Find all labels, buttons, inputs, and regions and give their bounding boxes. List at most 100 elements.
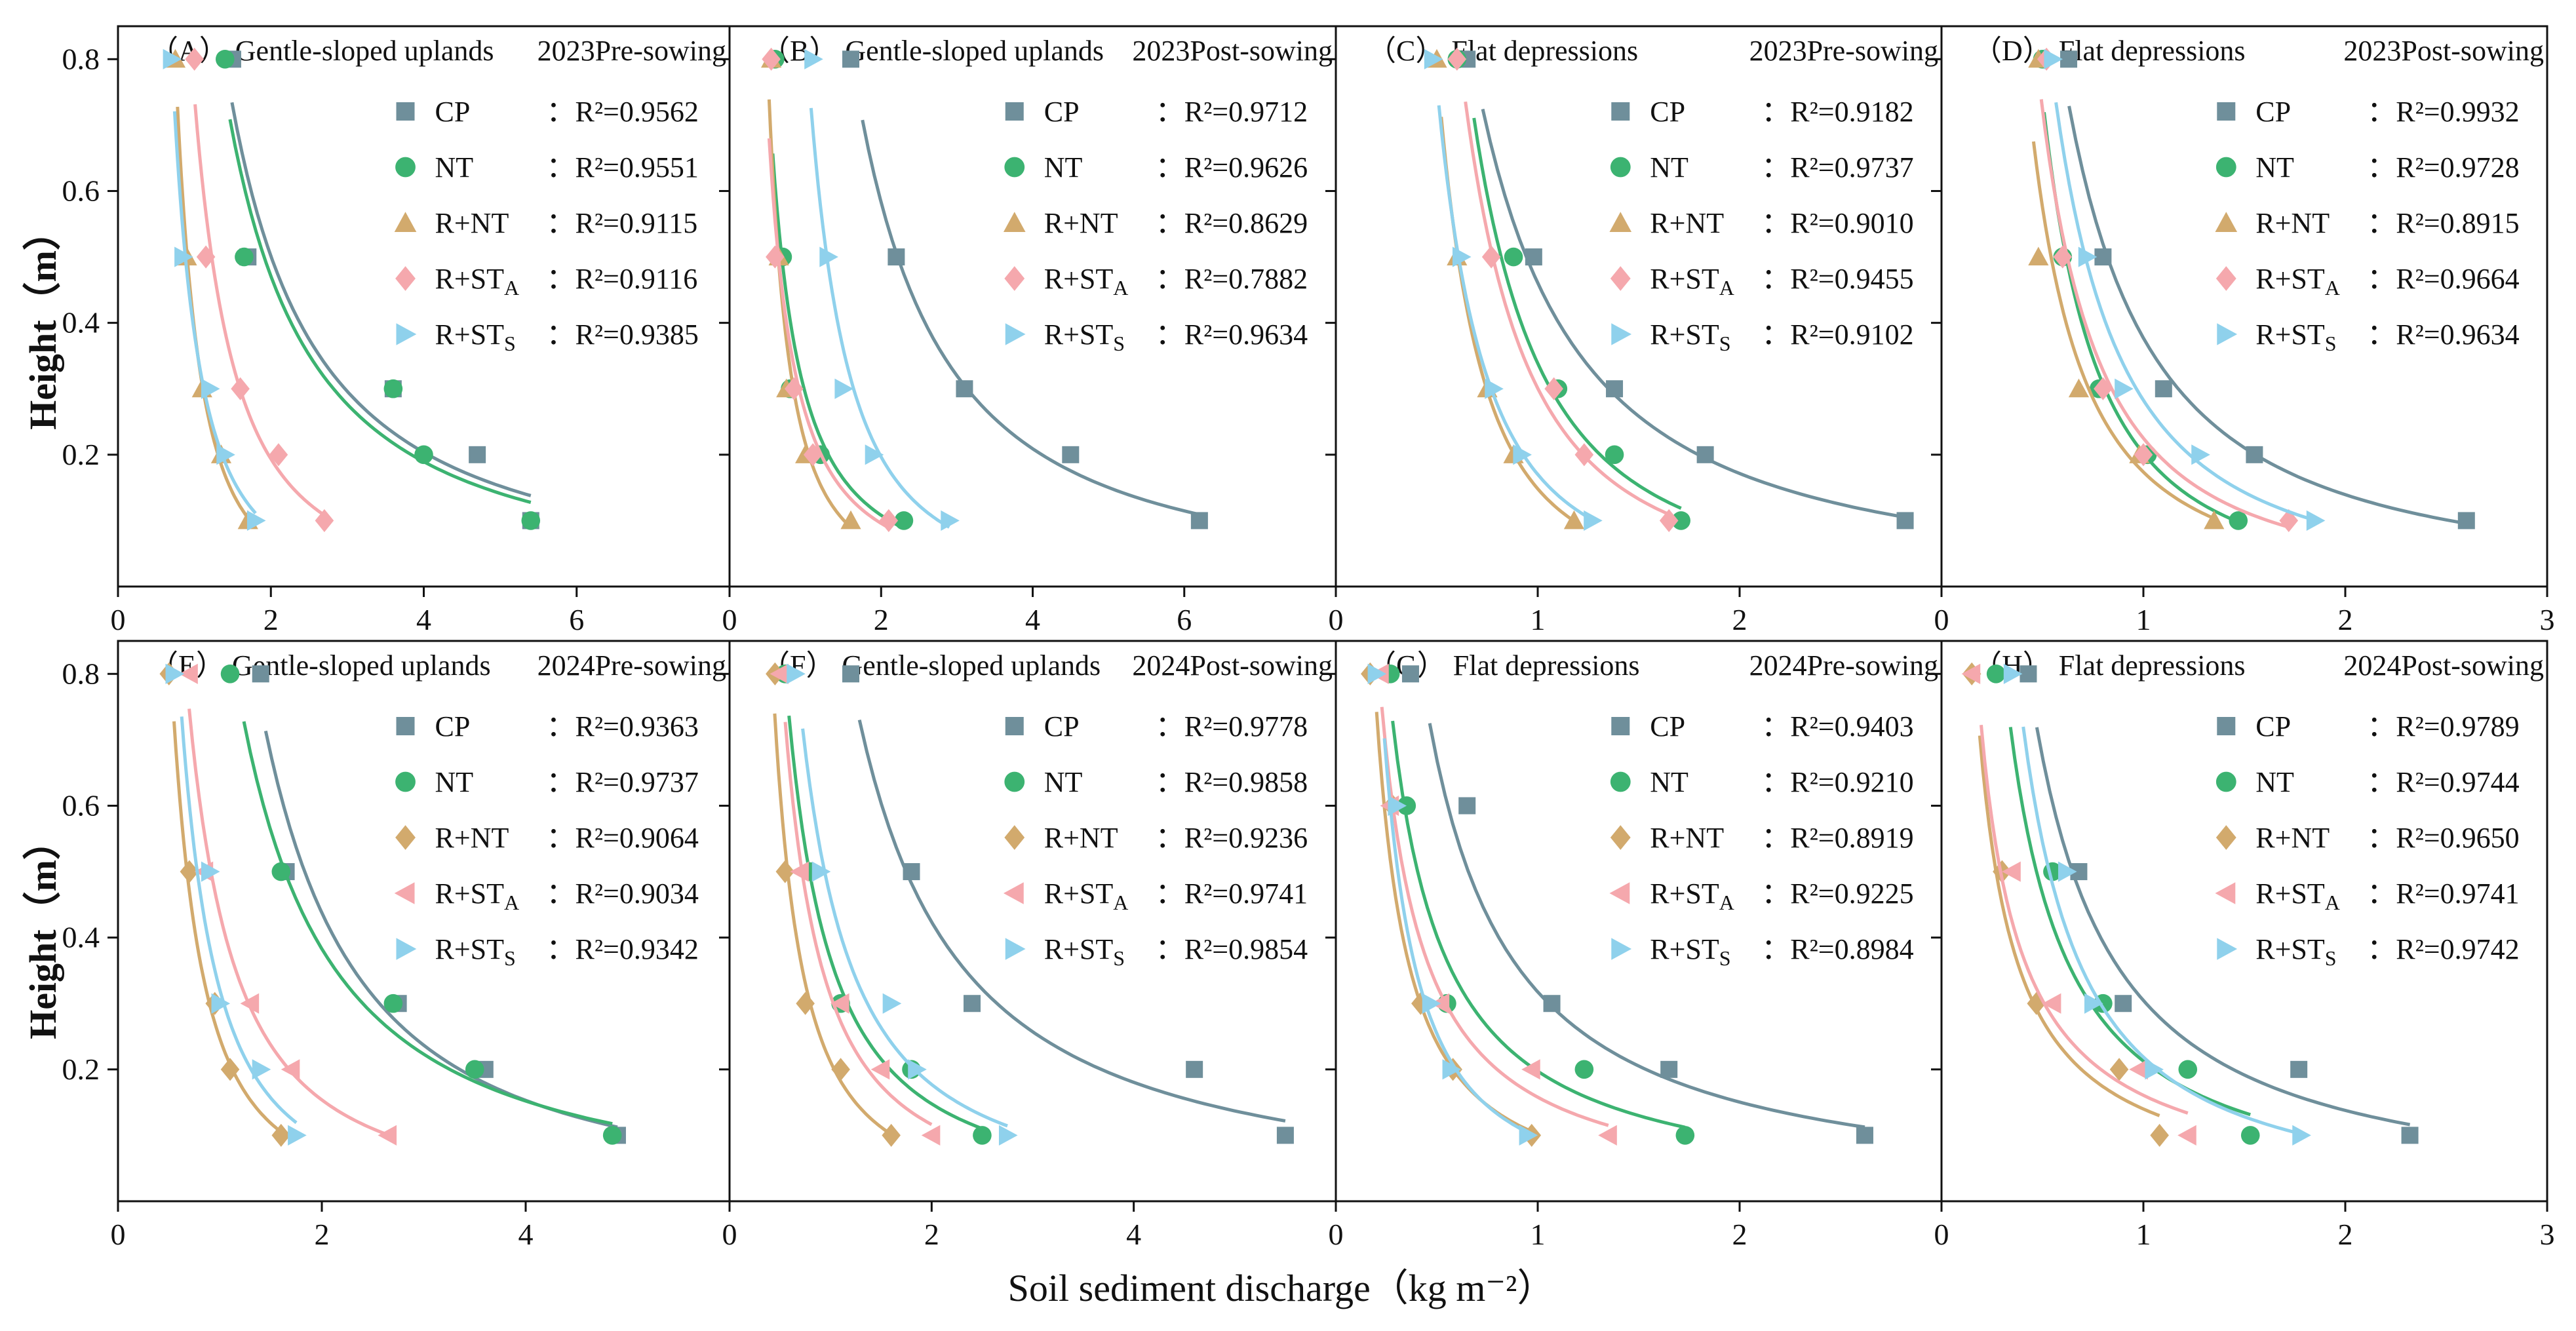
x-tick-label: 4: [416, 603, 431, 636]
legend-r2: ：R²=0.8915: [2367, 207, 2519, 239]
legend-marker: [2215, 266, 2236, 291]
legend-r2: ：R²=0.9116: [547, 263, 698, 295]
data-point-cp: [1062, 446, 1080, 463]
legend-label: R+NT: [1044, 822, 1118, 854]
legend-marker: [1610, 266, 1631, 291]
fit-curve-r-sts: [801, 728, 1008, 1128]
y-tick-label: 0.8: [62, 42, 100, 75]
data-point-cp: [1190, 512, 1208, 530]
data-point-nt: [383, 379, 403, 398]
fit-curve-r-sts: [2054, 102, 2316, 522]
data-point-r-nt: [840, 510, 861, 530]
legend-label: R+STA: [1044, 263, 1129, 299]
legend-r2: ：R²=0.9210: [1761, 766, 1913, 798]
fit-curve-r-sts: [1437, 105, 1593, 522]
fit-curve-r-sta: [2039, 99, 2290, 529]
panel-period: 2023Post-sowing: [1132, 35, 1333, 67]
data-point-r-sta: [1481, 245, 1501, 269]
panel-period: 2023Pre-sowing: [537, 35, 726, 67]
legend-marker: [1005, 102, 1024, 121]
data-point-r-sts: [2115, 378, 2134, 399]
y-tick-label: 0.4: [62, 306, 100, 339]
data-point-r-nt: [180, 860, 199, 883]
data-point-r-sts: [174, 246, 193, 267]
legend-label: CP: [2255, 96, 2291, 128]
legend-r2: ：R²=0.9737: [1761, 151, 1913, 183]
legend-label: R+STA: [435, 878, 520, 914]
data-point-r-sts: [1424, 48, 1443, 69]
data-point-cp: [1856, 1127, 1873, 1144]
legend-r2: ：R²=0.9102: [1761, 318, 1913, 351]
legend-label: CP: [1650, 96, 1685, 128]
panel-b: 0 2 4 6 （B） Gentle-sloped uplands 2023Post-so…: [719, 25, 1337, 636]
x-tick-label: 2: [874, 603, 889, 636]
legend-label: R+STS: [2255, 933, 2336, 970]
fit-curve-r-sta: [193, 104, 326, 517]
x-tick-label: 0: [722, 603, 737, 636]
fit-curve-cp: [230, 102, 532, 497]
data-point-r-sts: [2145, 1059, 2164, 1080]
data-point-nt: [414, 445, 433, 465]
legend-label: R+NT: [435, 822, 509, 854]
data-point-r-sta: [1574, 443, 1594, 467]
legend-marker: [1610, 157, 1631, 178]
data-point-nt: [1986, 664, 2006, 684]
data-point-r-nt: [2109, 1058, 2129, 1081]
data-point-cp: [252, 665, 269, 683]
x-tick-label: 0: [1329, 1218, 1344, 1251]
data-point-nt: [220, 664, 240, 684]
data-point-r-sta: [378, 1125, 397, 1146]
legend-label: CP: [1044, 710, 1080, 743]
x-tick-label: 1: [2136, 603, 2151, 636]
legend-label: R+STS: [1650, 318, 1730, 355]
legend-marker: [394, 882, 415, 904]
data-point-r-sta: [879, 509, 899, 532]
data-point-r-sta: [762, 47, 781, 71]
data-point-r-sta: [1659, 509, 1679, 532]
legend-marker: [1611, 938, 1632, 960]
data-point-r-sta: [281, 1059, 300, 1080]
legend-r2: ：R²=0.9932: [2367, 96, 2519, 128]
data-point-r-sts: [834, 378, 854, 399]
legend-marker: [1003, 212, 1026, 232]
data-point-cp: [1660, 1060, 1678, 1078]
fit-curve-r-sta: [1980, 724, 2189, 1115]
data-point-r-sts: [246, 510, 266, 531]
x-axis-title: Soil sediment discharge（kg m⁻²）: [1008, 1267, 1555, 1309]
fit-curve-r-sts: [809, 107, 950, 529]
y-tick-label: 0.4: [62, 921, 100, 954]
legend-r2: ：R²=0.9010: [1761, 207, 1913, 239]
legend-r2: ：R²=0.9385: [547, 318, 699, 351]
data-point-r-sts: [2306, 510, 2326, 531]
legend-marker: [1610, 771, 1631, 792]
x-tick-label: 4: [518, 1218, 534, 1251]
data-point-cp: [2094, 248, 2112, 266]
legend-r2: ：R²=0.9789: [2367, 710, 2519, 743]
legend-label: R+STS: [1044, 318, 1125, 355]
data-point-r-sta: [766, 245, 785, 269]
data-point-cp: [964, 995, 981, 1013]
fit-curve-r-nt: [1978, 735, 2160, 1117]
panel-c: 0 1 2 （C） Flat depressions 2023Pre-sowing CP ：…: [1325, 25, 1943, 636]
legend-label: R+STA: [1650, 878, 1734, 914]
legend-r2: ：R²=0.9712: [1156, 96, 1308, 128]
data-point-cp: [1696, 446, 1714, 463]
panel-label: （G） Flat depressions: [1367, 649, 1640, 682]
legend-marker: [2215, 212, 2238, 232]
data-point-r-sts: [1388, 795, 1407, 817]
panel-f: 0 2 4 （F） Gentle-sloped uplands 2024Post-sow…: [719, 640, 1337, 1251]
data-point-r-nt: [831, 1058, 850, 1081]
data-point-r-nt: [775, 860, 795, 883]
legend-r2: ：R²=0.9455: [1761, 263, 1913, 295]
data-point-r-nt: [882, 1123, 901, 1147]
panel-period: 2024Post-sowing: [1132, 649, 1333, 682]
legend-r2: ：R²=0.9034: [547, 878, 699, 910]
data-point-cp: [2290, 1060, 2308, 1078]
panel-label: （E） Gentle-sloped uplands: [149, 649, 491, 682]
data-point-cp: [1606, 380, 1624, 398]
data-point-r-sta: [269, 443, 288, 467]
data-point-cp: [888, 248, 905, 266]
data-point-r-sta: [1598, 1125, 1617, 1146]
data-point-r-sta: [1521, 1059, 1540, 1080]
legend-marker: [2215, 825, 2236, 850]
